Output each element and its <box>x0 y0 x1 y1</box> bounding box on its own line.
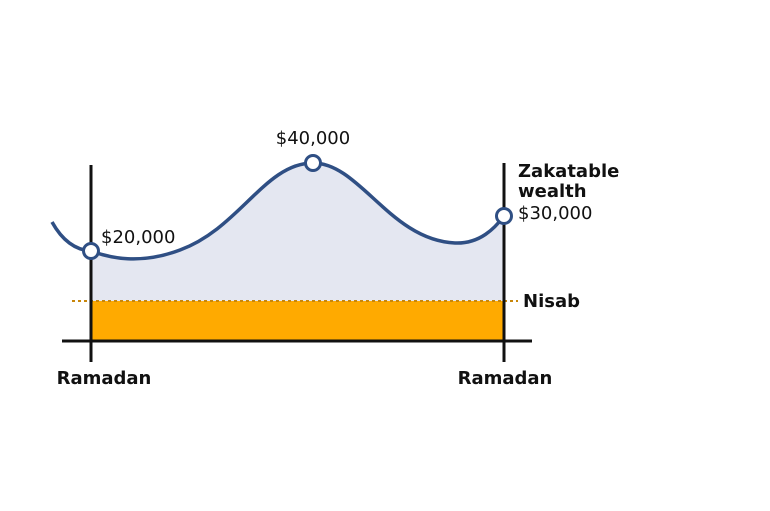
series-label: Zakatable <box>518 161 619 182</box>
wealth-area <box>91 163 504 301</box>
axis-label: Ramadan <box>458 368 553 389</box>
point <box>304 154 322 172</box>
threshold-label: Nisab <box>523 291 580 312</box>
point <box>495 207 513 225</box>
series-label: wealth <box>518 181 587 202</box>
point-label: $20,000 <box>101 227 175 248</box>
nisab-area <box>91 301 504 341</box>
point-label: $40,000 <box>276 128 350 149</box>
point <box>82 242 100 260</box>
axis-label: Ramadan <box>57 368 152 389</box>
point-label: $30,000 <box>518 203 592 224</box>
